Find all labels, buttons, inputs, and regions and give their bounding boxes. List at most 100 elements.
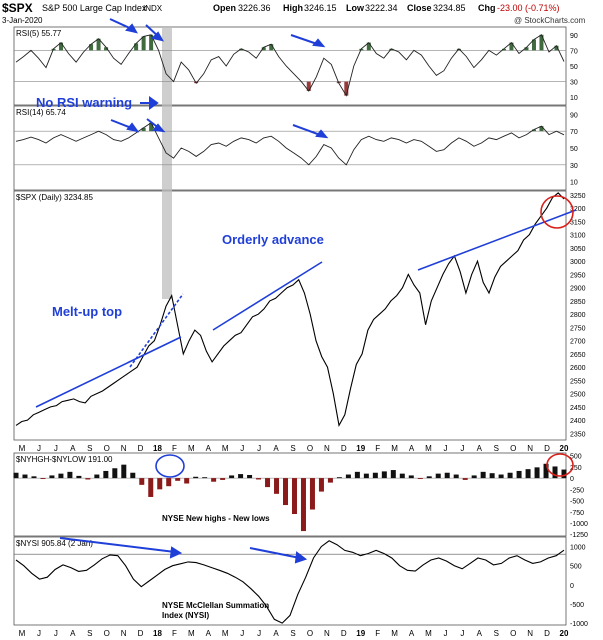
nyhgh-bar (525, 469, 531, 479)
nyhgh-bar (229, 475, 235, 479)
x-tick-label: M (188, 629, 195, 638)
annotation-melt-up-top: Melt-up top (52, 304, 122, 319)
x-tick-label: D (138, 629, 144, 638)
nyhgh-bar (94, 474, 100, 479)
watermark: @ StockCharts.com (514, 16, 586, 25)
rsi-overbought-fill (509, 42, 514, 51)
x-tick-label: D (341, 444, 347, 453)
rsi-overbought-fill (141, 36, 146, 51)
y-tick-label: 2500 (570, 392, 586, 399)
annotation-nysi-line2: Index (NYSI) (162, 611, 209, 620)
y-tick-label: -750 (570, 510, 584, 517)
open-label: Open (213, 3, 236, 13)
x-tick-label: A (273, 444, 279, 453)
low-label: Low (346, 3, 365, 13)
nyhgh-bar (247, 474, 253, 479)
x-tick-label: O (307, 629, 313, 638)
nyhgh-bar (354, 471, 360, 479)
nyhgh-bar (148, 478, 154, 497)
chg-value: -23.00 (-0.71%) (497, 3, 560, 13)
nyhgh-bar (543, 463, 549, 479)
chart-date: 3-Jan-2020 (2, 16, 43, 25)
rsi-overbought-fill (104, 47, 109, 51)
nyhgh-bar (435, 473, 441, 479)
y-tick-label: 3100 (570, 233, 586, 240)
x-tick-label: A (70, 629, 76, 638)
panel-frame (13, 26, 567, 106)
rsi-overbought-fill (554, 45, 559, 51)
nyhgh-bar (381, 471, 387, 479)
nyhgh-bar (336, 477, 342, 479)
x-tick-label: J (257, 444, 261, 453)
price-line (15, 192, 565, 428)
y-tick-label: -500 (570, 602, 584, 609)
y-tick-label: 500 (570, 564, 582, 571)
x-tick-label: A (206, 629, 212, 638)
nyhgh-bar (40, 478, 46, 480)
x-tick-label: J (54, 444, 58, 453)
y-tick-label: 3250 (570, 193, 586, 200)
rsi-oversold-fill (306, 81, 311, 91)
y-tick-label: 50 (570, 146, 578, 153)
y-tick-label: -1000 (570, 521, 588, 528)
panel-frame (13, 536, 567, 626)
x-tick-label: J (240, 444, 244, 453)
arrow-head (169, 546, 183, 559)
x-tick-label: M (425, 444, 432, 453)
annotations: No RSI warning Orderly advance Melt-up t… (35, 18, 577, 620)
x-tick-label: N (121, 629, 127, 638)
y-tick-label: 2550 (570, 378, 586, 385)
y-tick-label: 10 (570, 180, 578, 187)
annotation-nysi-line1: NYSE McClellan Summation (162, 601, 269, 610)
x-tick-label: M (391, 444, 398, 453)
nyhgh-bar (121, 464, 127, 479)
arrow-head (151, 31, 164, 42)
rsi-overbought-fill (501, 48, 506, 51)
nyhgh-bar (489, 473, 495, 479)
x-tick-label: S (87, 444, 92, 453)
low-value: 3222.34 (365, 3, 398, 13)
x-tick-label: 20 (560, 629, 569, 638)
panel-labels: RSI(5) 55.77 RSI(14) 65.74 $SPX (Daily) 32… (16, 29, 113, 548)
annotation-orderly-advance: Orderly advance (222, 232, 324, 247)
x-tick-label: F (172, 444, 177, 453)
panel-label: $NYHGH-$NYLOW 191.00 (16, 455, 113, 464)
annotation-new-highs-lows: NYSE New highs - New lows (162, 514, 270, 523)
y-tick-label: 500 (570, 454, 582, 461)
nyhgh-bar (112, 468, 118, 479)
x-tick-label: D (138, 444, 144, 453)
symbol: $SPX (2, 1, 33, 15)
y-tick-label: 2400 (570, 418, 586, 425)
rsi-overbought-fill (134, 43, 139, 51)
x-tick-label: A (273, 629, 279, 638)
x-tick-label: 18 (153, 444, 162, 453)
nyhgh-bar (417, 478, 423, 480)
nyhgh-bar (561, 469, 567, 479)
y-tick-label: -500 (570, 499, 584, 506)
circle-top-2020 (540, 195, 574, 229)
close-value: 3234.85 (433, 3, 466, 13)
nyhgh-bar (22, 474, 28, 479)
y-tick-label: 250 (570, 465, 582, 472)
x-tick-label: M (19, 444, 26, 453)
x-tick-label: O (307, 444, 313, 453)
chart-series (13, 34, 567, 624)
y-tick-label: 70 (570, 48, 578, 55)
y-tick-label: 2450 (570, 405, 586, 412)
nyhgh-bar (363, 473, 369, 479)
y-tick-label: 2600 (570, 365, 586, 372)
x-tick-label: S (494, 629, 499, 638)
y-tick-label: 70 (570, 129, 578, 136)
panel-frame (13, 452, 567, 537)
x-tick-label: M (188, 444, 195, 453)
rsi-overbought-fill (149, 122, 154, 132)
x-tick-label: J (54, 629, 58, 638)
nyhgh-bar (166, 478, 172, 487)
x-tick-label: J (460, 444, 464, 453)
x-tick-label: A (409, 629, 415, 638)
panel-frame (13, 105, 567, 191)
rsi-overbought-fill (389, 48, 394, 51)
nyhgh-bar (372, 472, 378, 479)
nyhgh-bar (453, 474, 459, 479)
axis-ticks: 90 70 50 30 10 90 70 50 30 10 3250 3200 3150 3100 3050… (19, 33, 588, 638)
